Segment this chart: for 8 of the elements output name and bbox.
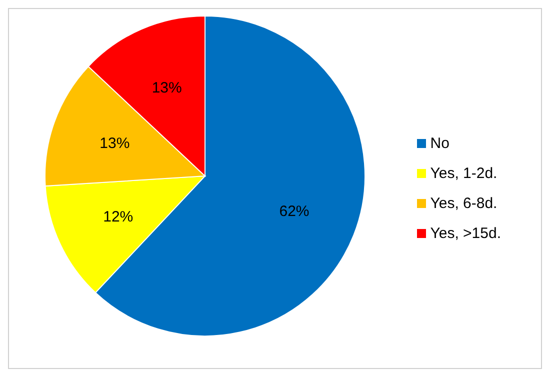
data-label: 13% — [152, 79, 182, 96]
data-label: 12% — [103, 208, 134, 226]
legend-label: No — [430, 134, 450, 152]
legend-label: Yes, 6-8d. — [430, 194, 498, 212]
data-label: 13% — [100, 134, 130, 152]
legend-label: Yes, 1-2d. — [430, 164, 498, 182]
legend-label: Yes, >15d. — [430, 224, 501, 242]
data-label: 62% — [279, 202, 310, 220]
